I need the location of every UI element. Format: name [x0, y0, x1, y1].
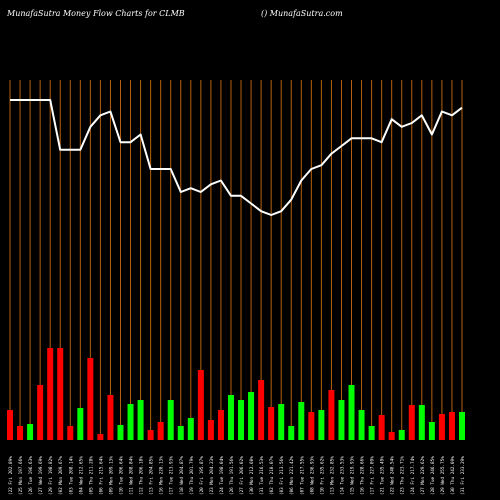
money-flow-bar: [278, 404, 285, 440]
x-tick-label: (10 Fri 235.62%: [319, 456, 325, 495]
site-credit: () MunafaSutra.com: [261, 9, 343, 18]
money-flow-bar: [388, 432, 395, 440]
x-tick-label: (27 Mon 229.62%: [420, 456, 426, 495]
money-flow-bar: [368, 426, 375, 440]
x-tick-label: (27 Wed 199.69%: [38, 456, 44, 495]
x-tick-label: (21 Tue 235.49%: [380, 456, 386, 495]
money-flow-bar: [47, 348, 54, 440]
money-flow-bar: [338, 400, 345, 440]
money-flow-bar: [418, 405, 425, 440]
money-flow-bar: [318, 410, 325, 440]
money-flow-bar: [248, 392, 255, 440]
money-flow-bar: [378, 415, 385, 440]
money-flow-bar: [77, 408, 84, 440]
x-tick-label: (31 Tue 216.53%: [259, 456, 265, 495]
money-flow-bar: [17, 426, 24, 440]
x-tick-label: (17 Tue 213.93%: [169, 456, 175, 495]
x-tick-label: (03 Fri 213.56%: [279, 456, 285, 495]
money-flow-bar: [459, 412, 465, 440]
price-line: [10, 99, 463, 216]
x-tick-label: (28 Tue 246.85%: [430, 456, 436, 495]
money-flow-bar: [358, 410, 365, 440]
x-tick-label: (26 Thu 191.56%: [229, 456, 235, 495]
money-flow-bar: [117, 425, 124, 440]
money-flow-bar: [177, 426, 184, 440]
x-tick-label: (29 Fri 198.82%: [48, 456, 54, 495]
x-tick-label: (20 Fri 195.87%: [199, 456, 205, 495]
x-tick-label: (09 Mon 209.13%: [108, 456, 114, 495]
money-flow-bar: [107, 395, 114, 440]
x-tick-label: (16 Mon 220.13%: [159, 456, 165, 495]
x-tick-label: (18 Wed 204.87%: [179, 456, 185, 495]
money-flow-bar: [37, 385, 44, 440]
money-flow-bar: [187, 418, 194, 440]
x-tick-label: (26 Tue 196.63%: [28, 456, 34, 495]
x-tick-label: (17 Fri 227.09%: [370, 456, 376, 495]
money-flow-bar: [127, 404, 134, 440]
x-tick-label: (06 Fri 215.64%: [98, 456, 104, 495]
x-tick-label: (13 Fri 204.85%: [149, 456, 155, 495]
money-flow-bar: [97, 434, 104, 440]
x-tick-label: (30 Mon 212.60%: [249, 456, 255, 495]
x-tick-label: (03 Tue 208.14%: [68, 456, 74, 495]
money-flow-bar: [408, 405, 415, 440]
money-flow-bar: [147, 430, 154, 440]
x-tick-label: (31 Fri 233.29%: [460, 456, 466, 495]
x-tick-label: (06 Mon 221.42%: [289, 456, 295, 495]
money-flow-bar: [227, 395, 234, 440]
x-tick-label: (30 Thu 242.09%: [450, 456, 456, 495]
x-tick-label: (16 Thu 228.66%: [360, 456, 366, 495]
money-flow-bar: [268, 407, 275, 440]
x-tick-label: (22 Fri 202.89%: [8, 456, 14, 495]
money-flow-bar: [448, 412, 455, 440]
x-tick-label: (23 Mon 204.23%: [209, 456, 215, 495]
x-tick-label: (29 Wed 255.75%: [440, 456, 446, 495]
x-tick-label: (13 Mon 232.85%: [329, 456, 335, 495]
money-flow-bar: [258, 380, 265, 440]
money-flow-bar: [7, 410, 13, 440]
x-tick-label: (08 Wed 236.93%: [309, 456, 315, 495]
x-tick-label: (22 Wed 240.54%: [390, 456, 396, 495]
x-tick-label: (05 Thu 211.28%: [88, 456, 94, 495]
money-flow-bar: [328, 390, 335, 440]
money-flow-bar: [308, 412, 315, 440]
money-flow-bar: [428, 422, 435, 440]
x-tick-label: (12 Thu 206.18%: [139, 456, 145, 495]
x-tick-label: (19 Thu 201.79%: [189, 456, 195, 495]
money-flow-bar: [398, 430, 405, 440]
money-flow-bar: [438, 414, 445, 440]
x-tick-label: (02 Thu 210.07%: [269, 456, 275, 495]
chart-title: MunafaSutra Money Flow Charts for CLMB: [7, 9, 185, 18]
money-flow-bar: [167, 400, 174, 440]
money-flow-bar: [207, 420, 214, 440]
x-tick-label: (27 Fri 206.02%: [239, 456, 245, 495]
money-flow-bar: [27, 424, 34, 440]
money-flow-bar: [137, 400, 144, 440]
x-tick-label: (23 Thu 223.71%: [400, 456, 406, 495]
money-flow-bar: [348, 385, 355, 440]
money-flow-bar: [288, 426, 295, 440]
x-tick-label: (10 Tue 206.64%: [118, 456, 124, 495]
money-flow-bar: [157, 422, 164, 440]
money-flow-bar: [67, 426, 74, 440]
x-tick-label: (25 Mon 197.66%: [18, 456, 24, 495]
x-tick-label: (11 Wed 208.84%: [129, 456, 135, 495]
x-tick-label: (04 Wed 212.65%: [78, 456, 84, 495]
x-tick-label: (02 Mon 209.67%: [58, 456, 64, 495]
x-tick-label: (24 Fri 217.74%: [410, 456, 416, 495]
money-flow-bar: [57, 348, 64, 440]
money-flow-bar: [197, 370, 204, 440]
x-tick-label: (15 Wed 219.93%: [350, 456, 356, 495]
x-tick-label: (07 Tue 217.55%: [299, 456, 305, 495]
money-flow-bar: [217, 410, 224, 440]
x-tick-label: (14 Tue 233.53%: [339, 456, 345, 495]
x-tick-label: (24 Tue 198.04%: [219, 456, 225, 495]
money-flow-bar: [87, 358, 94, 440]
money-flow-bar: [298, 402, 305, 440]
money-flow-bar: [238, 400, 245, 440]
